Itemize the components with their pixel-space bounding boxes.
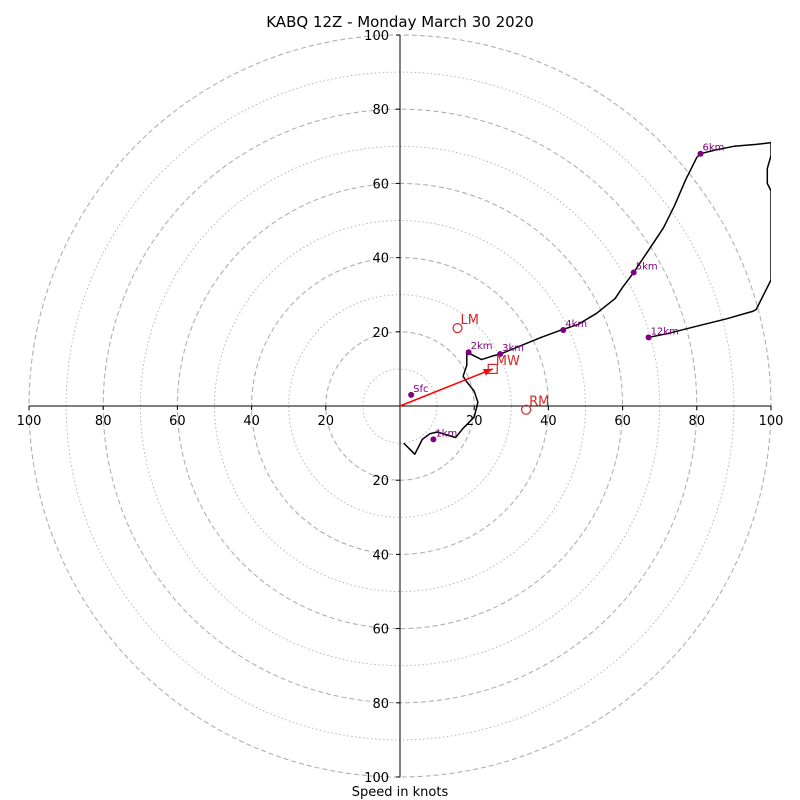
storm-motion-label: RM: [529, 395, 549, 410]
y-tick-label: 60: [372, 623, 389, 638]
y-tick-label: 80: [372, 697, 389, 712]
y-tick-label: 100: [364, 29, 389, 44]
height-marker-dot: [497, 351, 504, 358]
height-marker-label: 4km: [565, 319, 587, 330]
x-tick-label: 60: [169, 414, 186, 429]
height-marker-dot: [430, 436, 437, 443]
storm-motion-label: MW: [496, 354, 520, 369]
height-marker-dot: [408, 391, 415, 398]
height-marker-dot: [697, 150, 704, 157]
x-tick-label: 80: [95, 414, 112, 429]
y-tick-label: 20: [372, 326, 389, 341]
shear-arrow: [399, 368, 494, 407]
storm-motion-markers: LM MW RM: [452, 313, 549, 415]
height-marker-label: Sfc: [413, 384, 428, 395]
height-marker-label: 5km: [636, 261, 658, 272]
x-tick-label: 20: [466, 414, 483, 429]
x-tick-label: 40: [540, 414, 557, 429]
x-tick-label: 100: [17, 414, 42, 429]
y-tick-label: 20: [372, 474, 389, 489]
y-tick-label: 40: [372, 548, 389, 563]
y-tick-label: 80: [372, 103, 389, 118]
height-marker-dot: [645, 334, 652, 341]
height-marker-dot: [560, 326, 567, 333]
y-tick-label: 100: [364, 771, 389, 786]
y-tick-label: 60: [372, 177, 389, 192]
storm-motion-marker: [452, 322, 463, 334]
x-tick-label: 80: [689, 414, 706, 429]
x-tick-label: 40: [243, 414, 260, 429]
height-marker-label: 1km: [435, 428, 457, 439]
height-marker-label: 6km: [703, 143, 725, 154]
y-tick-label: 40: [372, 252, 389, 267]
hodograph-line: [403, 141, 771, 455]
height-marker-label: 3km: [502, 343, 524, 354]
x-tick-label: 60: [614, 414, 631, 429]
height-markers: Sfc 1km 2km 3km 4km 5km 6km 12km: [408, 143, 724, 443]
x-tick-label: 20: [318, 414, 335, 429]
chart-title: KABQ 12Z - Monday March 30 2020: [266, 13, 534, 31]
x-tick-label: 100: [759, 414, 784, 429]
storm-motion-marker: [487, 363, 498, 374]
x-axis-label: Speed in knots: [352, 785, 449, 800]
storm-motion-label: LM: [461, 313, 479, 328]
height-marker-dot: [630, 269, 637, 276]
height-marker-label: 12km: [651, 326, 679, 337]
storm-motion-marker: [521, 404, 532, 415]
axes: 100 80 60 40 20 20 40 60 80 100 100 80 60 40 20 20 40 60 8…: [17, 29, 784, 786]
height-marker-dot: [465, 349, 472, 356]
height-marker-label: 2km: [471, 341, 493, 352]
